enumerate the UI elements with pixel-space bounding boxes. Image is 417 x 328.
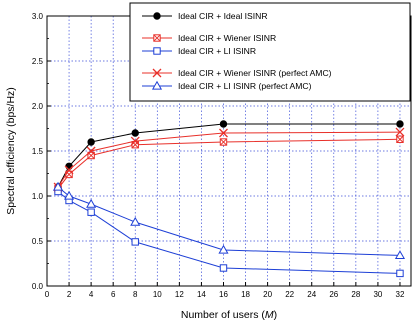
data-point <box>52 181 64 191</box>
legend-label: Ideal CIR + LI ISINR (perfect AMC) <box>178 81 312 91</box>
data-point <box>87 208 95 216</box>
legend-entry: Ideal CIR + LI ISINR <box>142 46 256 56</box>
legend: Ideal CIR + Ideal ISINR Ideal CIR + Wiene… <box>129 2 411 102</box>
data-point <box>86 198 97 208</box>
x-tick-label: 16 <box>219 290 228 299</box>
x-tick-label: 0 <box>45 290 50 299</box>
x-tick-label: 18 <box>241 290 250 299</box>
legend-marker <box>153 47 161 55</box>
series-line <box>57 186 400 256</box>
data-point <box>219 128 228 138</box>
y-tick-label: 2.5 <box>32 57 44 66</box>
data-point <box>396 135 404 144</box>
x-tick-label: 2 <box>67 290 72 299</box>
legend-entry: Ideal CIR + Wiener ISINR (perfect AMC) <box>142 68 332 78</box>
data-point <box>131 129 139 137</box>
data-point <box>396 120 404 128</box>
x-tick-label: 28 <box>351 290 360 299</box>
x-tick-label: 4 <box>89 290 94 299</box>
legend-label: Ideal CIR + Ideal ISINR <box>178 11 268 21</box>
series-line <box>57 131 400 188</box>
legend-label: Ideal CIR + LI ISINR <box>178 46 256 56</box>
legend-label: Ideal CIR + Wiener ISINR (perfect AMC) <box>178 68 332 78</box>
data-point <box>131 238 139 246</box>
legend-label: Ideal CIR + Wiener ISINR <box>178 33 276 43</box>
legend-marker <box>153 34 161 42</box>
data-point <box>396 269 404 278</box>
data-point <box>394 250 406 260</box>
data-point <box>218 244 229 254</box>
x-tick-label: 24 <box>307 290 316 299</box>
data-point <box>87 138 95 146</box>
y-tick-label: 3.0 <box>32 12 44 21</box>
x-tick-label: 22 <box>285 290 294 299</box>
legend-entry: Ideal CIR + Ideal ISINR <box>142 11 268 21</box>
data-point <box>130 216 141 226</box>
series-line <box>57 123 400 188</box>
series-layer <box>52 120 406 278</box>
series-4 <box>53 127 405 192</box>
data-point <box>64 165 74 175</box>
legend-box <box>129 2 411 102</box>
y-tick-label: 0.0 <box>32 282 44 291</box>
x-tick-label: 8 <box>133 290 138 299</box>
data-point <box>219 138 228 146</box>
y-tick-label: 1.0 <box>32 192 44 201</box>
series-5 <box>52 181 406 260</box>
axis-ticks: 0 2 4 6 8 10 12 14 16 18 20 22 24 26 28 30 320.00.51.01.… <box>32 12 405 299</box>
x-tick-label: 32 <box>396 290 405 299</box>
y-axis-title: Spectral efficiency (bps/Hz) <box>5 87 17 215</box>
x-axis-title: Number of users (M) <box>181 309 277 321</box>
data-point <box>395 127 405 137</box>
y-tick-label: 0.5 <box>32 237 44 246</box>
x-tick-label: 6 <box>111 290 116 299</box>
legend-marker <box>152 68 162 78</box>
legend-marker <box>151 80 163 90</box>
x-tick-label: 14 <box>197 290 206 299</box>
x-tick-label: 30 <box>373 290 382 299</box>
y-tick-label: 1.5 <box>32 147 44 156</box>
series-line <box>57 191 400 274</box>
legend-entry: Ideal CIR + LI ISINR (perfect AMC) <box>142 80 312 91</box>
x-tick-label: 26 <box>329 290 338 299</box>
x-tick-label: 10 <box>153 290 162 299</box>
y-tick-label: 2.0 <box>32 102 44 111</box>
data-point <box>219 264 228 272</box>
legend-marker <box>153 12 161 20</box>
x-tick-label: 12 <box>175 290 184 299</box>
x-tick-label: 20 <box>263 290 272 299</box>
series-2 <box>54 135 404 193</box>
series-1 <box>54 120 404 191</box>
data-point <box>86 146 96 156</box>
data-point <box>130 136 140 146</box>
data-point <box>63 190 75 200</box>
data-point <box>219 120 228 128</box>
legend-entry: Ideal CIR + Wiener ISINR <box>142 33 276 43</box>
series-3 <box>54 187 404 278</box>
